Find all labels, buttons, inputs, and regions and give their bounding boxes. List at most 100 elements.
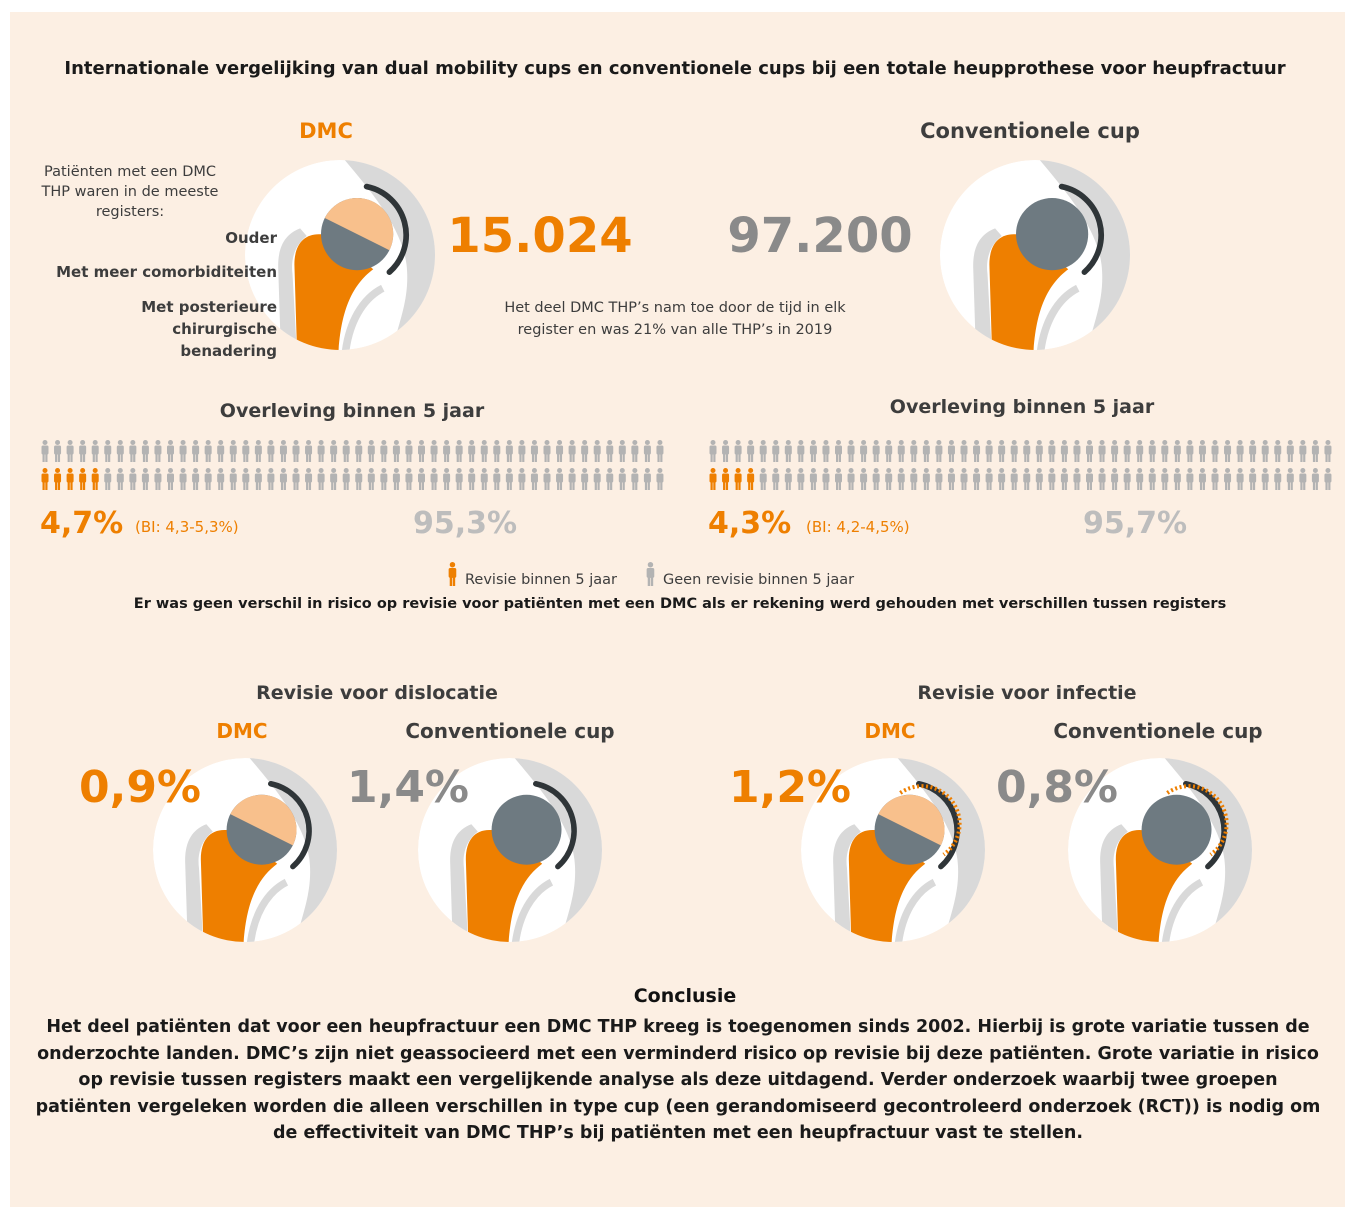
- person-icon: [518, 440, 525, 462]
- person-leg: [171, 453, 173, 462]
- person-leg: [510, 453, 512, 462]
- person-head: [949, 440, 954, 445]
- person-icon: [860, 440, 867, 462]
- person-leg: [384, 481, 386, 490]
- person-leg: [93, 453, 95, 462]
- person-leg: [736, 481, 738, 490]
- person-leg: [726, 481, 728, 490]
- person-icon: [556, 468, 563, 490]
- person-leg: [158, 453, 160, 462]
- person-leg: [648, 453, 650, 462]
- person-head: [331, 468, 336, 473]
- person-leg: [748, 453, 750, 462]
- person-head: [319, 468, 324, 473]
- person-leg: [914, 481, 916, 490]
- person-leg: [121, 453, 123, 462]
- person-leg: [334, 453, 336, 462]
- person-icon: [1312, 440, 1319, 462]
- person-leg: [949, 481, 951, 490]
- person-head: [419, 440, 424, 445]
- person-icon: [54, 468, 61, 490]
- person-leg: [1263, 481, 1265, 490]
- person-head: [911, 468, 916, 473]
- person-head: [1125, 440, 1130, 445]
- person-leg: [823, 481, 825, 490]
- person-leg: [623, 453, 625, 462]
- person-leg: [1062, 481, 1064, 490]
- person-icon: [1174, 440, 1181, 462]
- person-head: [999, 468, 1004, 473]
- person-icon: [1299, 440, 1306, 462]
- person-leg: [632, 453, 634, 462]
- person-leg: [764, 481, 766, 490]
- person-head: [811, 468, 816, 473]
- person-leg: [447, 481, 449, 490]
- person-head: [381, 440, 386, 445]
- person-leg: [281, 481, 283, 490]
- person-head: [1087, 440, 1092, 445]
- person-head: [570, 468, 575, 473]
- person-leg: [1187, 481, 1189, 490]
- person-head: [1024, 468, 1029, 473]
- person-head: [381, 468, 386, 473]
- person-leg: [999, 453, 1001, 462]
- person-leg: [130, 453, 132, 462]
- person-leg: [268, 481, 270, 490]
- person-icon: [656, 468, 663, 490]
- person-icon: [1237, 440, 1244, 462]
- person-head: [193, 468, 198, 473]
- person-head: [1250, 440, 1255, 445]
- person-leg: [208, 481, 210, 490]
- person-leg: [1238, 453, 1240, 462]
- person-leg: [485, 453, 487, 462]
- person-head: [143, 468, 148, 473]
- person-leg: [736, 453, 738, 462]
- person-icon: [330, 468, 337, 490]
- person-leg: [1087, 453, 1089, 462]
- person-leg: [861, 453, 863, 462]
- person-icon: [1287, 440, 1294, 462]
- person-head: [711, 440, 716, 445]
- person-icon: [1149, 440, 1156, 462]
- person-icon: [431, 468, 438, 490]
- person-head: [1162, 468, 1167, 473]
- person-icon: [998, 440, 1005, 462]
- person-leg: [218, 453, 220, 462]
- person-head: [331, 440, 336, 445]
- person-head: [620, 440, 625, 445]
- revision-ci: (BI: 4,3-5,3%): [135, 518, 239, 536]
- person-icon: [418, 440, 425, 462]
- person-leg: [595, 453, 597, 462]
- person-head: [469, 440, 474, 445]
- person-head: [1100, 440, 1105, 445]
- person-leg: [723, 453, 725, 462]
- person-leg: [811, 481, 813, 490]
- person-leg: [183, 453, 185, 462]
- person-head: [206, 468, 211, 473]
- revision-pct: 4,3%: [708, 506, 791, 541]
- conventional-count: 97.200: [727, 208, 912, 264]
- person-icon: [1023, 440, 1030, 462]
- person-icon: [848, 468, 855, 490]
- person-icon: [647, 562, 655, 586]
- person-icon: [973, 468, 980, 490]
- person-leg: [193, 453, 195, 462]
- person-leg: [1275, 481, 1277, 490]
- person-icon: [192, 440, 199, 462]
- person-head: [723, 440, 728, 445]
- person-icon: [255, 468, 262, 490]
- person-head: [1238, 468, 1243, 473]
- person-leg: [610, 481, 612, 490]
- person-head: [68, 468, 73, 473]
- person-leg: [1024, 453, 1026, 462]
- dmc-count: 15.024: [447, 208, 632, 264]
- person-leg: [281, 453, 283, 462]
- person-leg: [231, 453, 233, 462]
- person-head: [432, 468, 437, 473]
- person-head: [193, 440, 198, 445]
- person-head: [181, 468, 186, 473]
- person-icon: [1262, 468, 1269, 490]
- person-leg: [143, 453, 145, 462]
- person-head: [1325, 440, 1330, 445]
- person-head: [798, 440, 803, 445]
